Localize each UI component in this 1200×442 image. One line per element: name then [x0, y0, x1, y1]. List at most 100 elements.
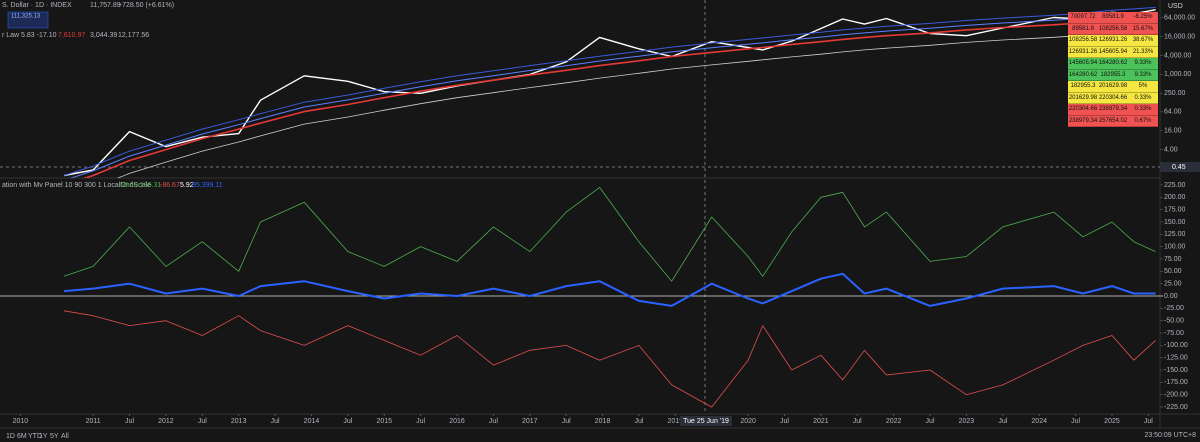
- x-tick-label: Jul: [853, 418, 862, 425]
- last-price: 11,757.89: [90, 2, 121, 9]
- range-button[interactable]: 1D: [6, 433, 15, 440]
- table-cell: 15.67%: [1132, 25, 1154, 32]
- x-tick-label: Jul: [1071, 418, 1080, 425]
- table-cell: 238979.34: [1068, 117, 1098, 124]
- range-button[interactable]: 5Y: [50, 433, 59, 440]
- table-cell: 9.33%: [1134, 71, 1152, 78]
- table-cell: 182955.3: [1100, 71, 1126, 78]
- oscillator-value: 95,399.11: [192, 182, 223, 189]
- series-line: [63, 6, 1156, 176]
- x-tick-label: 2018: [595, 418, 611, 425]
- table-cell: 145605.94: [1098, 48, 1128, 55]
- indicator-value: 7,610.97: [58, 32, 85, 39]
- price-box-text: 111,325.13: [11, 14, 41, 20]
- table-row: 89581.9 108256.58 15.67%: [1068, 23, 1158, 35]
- table-cell: 220304.66: [1098, 94, 1128, 101]
- x-tick-label: 2016: [449, 418, 465, 425]
- x-tick-label: 2013: [231, 418, 247, 425]
- indicator-value: 12,177.56: [118, 32, 149, 39]
- table-cell: 89581.9: [1102, 14, 1124, 20]
- y-tick-label: 4.00: [1164, 146, 1178, 153]
- oscillator-value: 5.92: [180, 182, 194, 189]
- table-row: 108256.58 126931.26 38.67%: [1068, 35, 1158, 47]
- x-tick-label: 2011: [86, 418, 101, 425]
- table-row: 164280.62 182955.3 9.33%: [1068, 69, 1158, 81]
- y-tick-label: -150.00: [1164, 367, 1188, 374]
- y-tick-label: 64,000.00: [1164, 15, 1195, 22]
- y-tick-label: -175.00: [1164, 379, 1188, 386]
- price-marker: 0.45: [1172, 164, 1186, 171]
- table-row: 126931.26 145605.94 21.33%: [1068, 46, 1158, 58]
- x-tick-label: 2015: [376, 418, 392, 425]
- oscillator-title: ation with Mv Panel 10 90 300 1 LocalOnd…: [2, 182, 151, 189]
- y-tick-label: 150.00: [1164, 219, 1186, 226]
- x-tick-label: 2025: [1104, 418, 1120, 425]
- table-row: 182955.3 201629.98 5%: [1068, 81, 1158, 93]
- currency-label: USD: [1168, 3, 1183, 10]
- y-tick-label: 1,000.00: [1164, 71, 1191, 78]
- range-button[interactable]: YTD: [28, 433, 42, 440]
- x-tick-label: Jul: [125, 418, 134, 425]
- plot-area: [63, 186, 1156, 408]
- y-tick-label: -25.00: [1164, 305, 1184, 312]
- table-cell: 164280.62: [1068, 71, 1098, 78]
- y-tick-label: -100.00: [1164, 342, 1188, 349]
- table-cell: 21.33%: [1132, 48, 1154, 55]
- series-line: [63, 310, 1156, 408]
- series-line: [82, 16, 1156, 178]
- oscillator-value: 136.31: [140, 182, 162, 189]
- x-tick-label: Jul: [998, 418, 1007, 425]
- series-line: [63, 272, 1156, 307]
- y-tick-label: 16.00: [1164, 128, 1182, 135]
- y-tick-label: 225.00: [1164, 182, 1186, 189]
- x-tick-label: Jul: [343, 418, 352, 425]
- x-tick-label: 2022: [886, 418, 902, 425]
- price-box: [7, 11, 49, 29]
- table-cell: 238979.34: [1098, 106, 1128, 112]
- range-button[interactable]: 6M: [17, 433, 27, 440]
- indicator-title: r Law 5.83 -17.10: [2, 32, 57, 39]
- x-tick-label: 2019: [668, 418, 684, 425]
- x-tick-label: Jul: [780, 418, 789, 425]
- table-cell: 108256.58: [1098, 25, 1128, 32]
- plot-area: [63, 6, 1156, 178]
- price-change: +728.50 (+6.61%): [118, 2, 174, 9]
- table-cell: 5%: [1138, 83, 1148, 89]
- x-tick-label: 2012: [158, 418, 174, 425]
- table-cell: 182955.3: [1070, 83, 1096, 89]
- cursor-date: Tue 25 Jun '19: [683, 418, 729, 425]
- y-tick-label: 64.00: [1164, 109, 1182, 116]
- series-line: [63, 186, 1156, 282]
- table-row: 201629.98 220304.66 0.33%: [1068, 92, 1158, 104]
- table-row: 145605.94 164280.62 9.33%: [1068, 58, 1158, 70]
- x-tick-label: 2014: [304, 418, 320, 425]
- y-tick-label: -225.00: [1164, 404, 1188, 411]
- table-cell: 38.67%: [1132, 37, 1154, 43]
- table-cell: 201629.98: [1098, 83, 1128, 89]
- x-tick-label: Jul: [416, 418, 425, 425]
- cursor-date-box: [680, 416, 732, 426]
- x-tick-label: Jul: [198, 418, 207, 425]
- x-tick-label: Jul: [1144, 418, 1153, 425]
- y-tick-label: 0.00: [1164, 293, 1178, 300]
- y-tick-label: 75.00: [1164, 256, 1182, 263]
- range-button[interactable]: All: [61, 433, 69, 440]
- table-cell: -6.25%: [1133, 14, 1153, 20]
- table-cell: 257654.02: [1098, 117, 1128, 124]
- table-cell: 70097.72: [1070, 14, 1096, 20]
- x-tick-label: 2023: [959, 418, 975, 425]
- table-cell: 164280.62: [1098, 60, 1128, 66]
- clock: 23:50:09 UTC+8: [1144, 432, 1196, 439]
- table-row: 220304.66 238979.34 0.33%: [1068, 104, 1158, 116]
- y-tick-label: 175.00: [1164, 206, 1186, 213]
- x-tick-label: Jul: [562, 418, 571, 425]
- table-cell: 201629.98: [1068, 94, 1098, 101]
- table-cell: 108256.58: [1068, 37, 1098, 43]
- y-tick-label: 200.00: [1164, 194, 1186, 201]
- range-button[interactable]: 1Y: [39, 433, 48, 440]
- series-line: [116, 28, 1156, 178]
- x-tick-label: 2010: [13, 418, 29, 425]
